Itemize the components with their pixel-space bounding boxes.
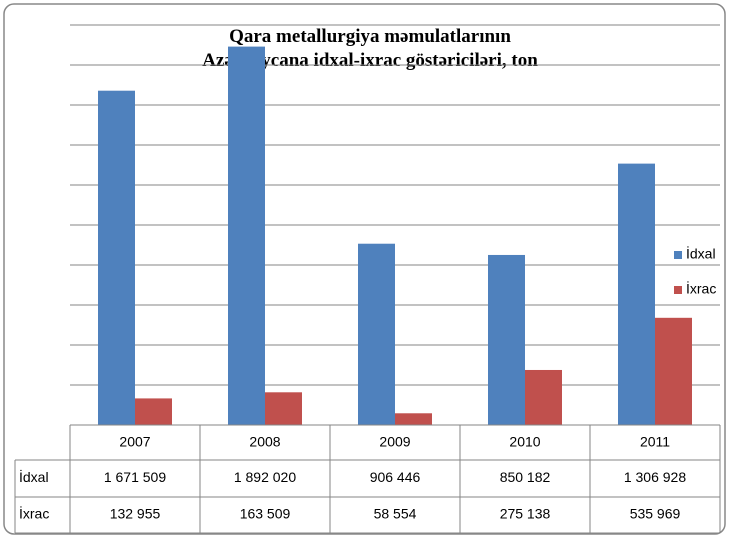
bar xyxy=(265,392,302,425)
bar xyxy=(228,46,265,425)
x-tick-label: 2008 xyxy=(249,434,280,450)
data-label: 850 182 xyxy=(500,469,551,485)
data-label: 1 671 509 xyxy=(104,469,166,485)
x-tick-label: 2007 xyxy=(119,434,150,450)
legend-label: İxrac xyxy=(686,280,716,297)
data-label: 906 446 xyxy=(370,469,421,485)
bar xyxy=(135,398,172,425)
data-label: 58 554 xyxy=(374,506,417,522)
bar xyxy=(618,163,655,426)
x-tick-label: 2010 xyxy=(509,434,540,450)
data-label: 275 138 xyxy=(500,506,551,522)
legend-swatch xyxy=(674,251,682,259)
bar xyxy=(98,90,135,426)
bar xyxy=(655,317,692,425)
bar xyxy=(358,243,395,425)
chart-title: Qara metallurgiya məmulatlarının Azərbayc… xyxy=(202,26,538,71)
data-label: 163 509 xyxy=(240,506,291,522)
bar xyxy=(525,369,562,425)
legend-label: İdxal xyxy=(686,245,716,262)
data-label: 1 892 020 xyxy=(234,469,296,485)
row-label: İdxal xyxy=(19,468,49,485)
bar xyxy=(488,254,525,425)
data-label: 1 306 928 xyxy=(624,469,686,485)
bar xyxy=(395,413,432,425)
legend-swatch xyxy=(674,286,682,294)
data-label: 132 955 xyxy=(110,506,161,522)
data-label: 535 969 xyxy=(630,506,681,522)
x-tick-label: 2011 xyxy=(640,434,670,450)
row-label: İxrac xyxy=(19,505,49,522)
x-tick-label: 2009 xyxy=(379,434,410,450)
